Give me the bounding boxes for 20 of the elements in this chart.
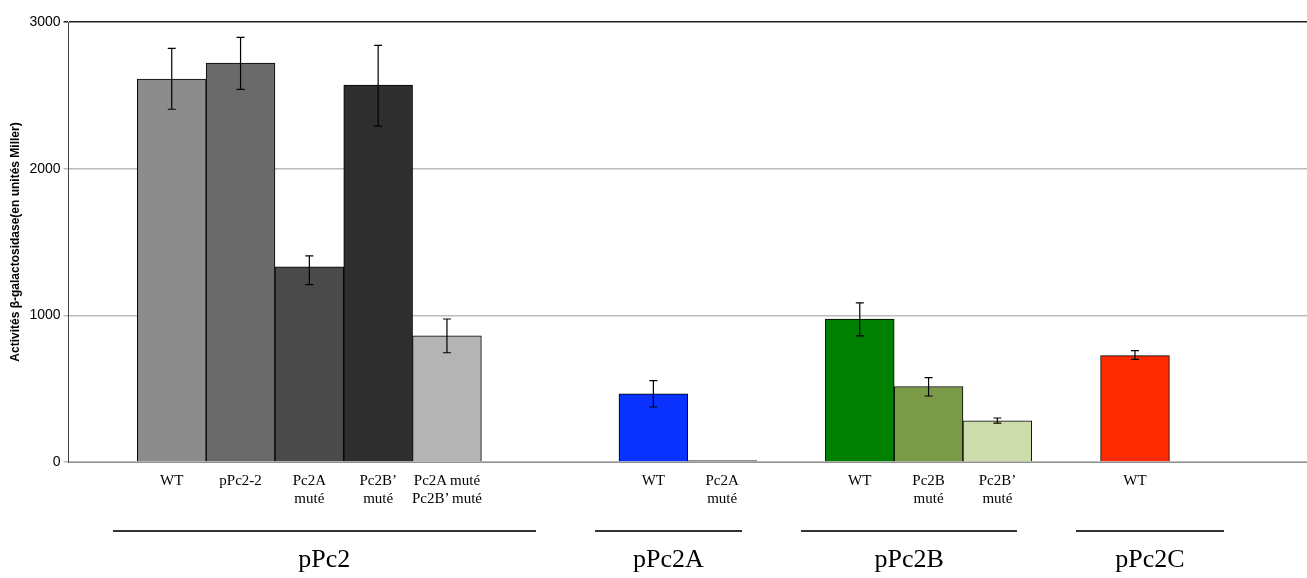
- y-tick-label: 3000: [29, 12, 61, 29]
- x-tick-label: Pc2B muté: [912, 471, 945, 506]
- text: pPc2A: [632, 543, 704, 573]
- x-tick-label: pPc2-2: [219, 471, 262, 488]
- text: pPc2: [298, 543, 351, 573]
- text: pPc2B: [874, 543, 944, 573]
- y-tick-label: 2000: [29, 159, 61, 176]
- x-tick-label: Pc2A muté: [705, 471, 739, 506]
- y-axis-title: Activités β-galactosidase(en unités Miller): [7, 122, 22, 362]
- x-tick-label: WT: [641, 471, 666, 488]
- x-tick-label: WT: [848, 471, 872, 488]
- x-tick-label: Pc2A muté Pc2B’ muté: [411, 471, 483, 506]
- x-tick-label: Pc2B’ muté: [359, 471, 397, 506]
- x-tick-label: Pc2A muté: [292, 471, 327, 506]
- x-tick-label: Pc2B’ muté: [978, 471, 1017, 506]
- y-tick-label: 0: [52, 452, 61, 469]
- y-tick-label: 1000: [29, 306, 61, 323]
- text: pPc2C: [1115, 543, 1185, 573]
- x-tick-label: WT: [160, 471, 184, 488]
- x-tick-label: WT: [1123, 471, 1147, 488]
